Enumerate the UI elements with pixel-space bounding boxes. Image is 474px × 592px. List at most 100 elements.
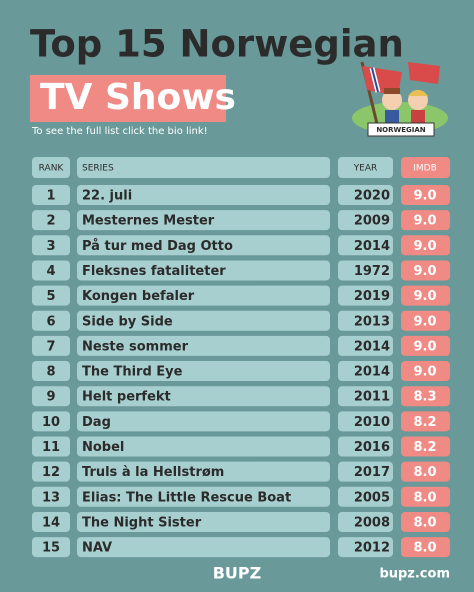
row-cell <box>77 461 330 482</box>
cell-text: 2012 <box>354 541 390 556</box>
row-cell <box>401 361 450 382</box>
row-cell <box>77 411 330 432</box>
cell-text: 9.0 <box>413 314 436 329</box>
row-cell <box>338 185 393 205</box>
row-cell <box>77 260 330 281</box>
row-cell <box>401 461 450 482</box>
row-cell <box>32 511 70 532</box>
row-cell <box>338 335 393 356</box>
cell-text: 9.0 <box>413 264 436 279</box>
header-cell <box>32 157 70 178</box>
cell-text: 8.0 <box>413 465 436 480</box>
row-cell <box>77 486 330 507</box>
header-cell <box>338 157 393 178</box>
cell-text: 2016 <box>354 440 390 455</box>
row-cell <box>338 361 393 382</box>
cell-text: 12 <box>42 465 60 480</box>
row-cell <box>77 235 330 256</box>
row-cell <box>338 285 393 306</box>
cell-text: 15 <box>42 541 60 556</box>
row-cell <box>32 537 70 558</box>
row-cell <box>401 210 450 231</box>
row-cell <box>338 537 393 558</box>
row-cell <box>401 537 450 558</box>
cell-text: 8.0 <box>413 541 436 556</box>
row-cell <box>338 436 393 457</box>
row-cell <box>32 486 70 507</box>
row-cell <box>32 386 70 407</box>
row-cell <box>77 537 330 558</box>
cell-text: 2019 <box>354 289 390 304</box>
cell-text: 2011 <box>354 390 390 405</box>
row-cell <box>401 310 450 331</box>
row-cell <box>32 361 70 382</box>
series-name: The Night Sister <box>82 515 202 530</box>
series-name: Fleksnes fataliteter <box>82 264 226 279</box>
cell-text: 2014 <box>354 365 390 380</box>
series-name: 22. juli <box>82 189 132 204</box>
row-cell <box>338 486 393 507</box>
row-cell <box>32 210 70 231</box>
highlight: TV Shows <box>40 77 236 118</box>
row-cell <box>401 285 450 306</box>
row-cell <box>338 386 393 407</box>
cell-text: 8.2 <box>413 415 436 430</box>
cell-text: 7 <box>46 339 55 354</box>
cell-text: 2020 <box>354 189 390 204</box>
column-header: SERIES <box>82 164 114 174</box>
cell-text: 11 <box>42 440 60 455</box>
cell-text: 9.0 <box>413 239 436 254</box>
cell-text: 8.0 <box>413 490 436 505</box>
row-cell <box>77 210 330 231</box>
column-header: IMDB <box>413 164 437 174</box>
row-cell <box>338 461 393 482</box>
cell-text: 3 <box>46 239 55 254</box>
cell-text: 9.0 <box>413 339 436 354</box>
cell-text: 9.0 <box>413 289 436 304</box>
row-cell <box>338 511 393 532</box>
series-name: Dag <box>82 415 111 430</box>
table: RANK SERIES YEAR IMDB 1 22. juli 2020 9.0 2 Meste… <box>32 157 450 558</box>
row-cell <box>32 436 70 457</box>
cell-text: 2008 <box>354 515 390 530</box>
row-cell <box>32 411 70 432</box>
row-cell <box>32 285 70 306</box>
series-name: The Third Eye <box>82 365 183 380</box>
series-name: Kongen befaler <box>82 289 195 304</box>
row-cell <box>32 260 70 281</box>
cell-text: 8.3 <box>413 390 436 405</box>
cell-text: 2014 <box>354 339 390 354</box>
cell-text: 2 <box>46 214 55 229</box>
cell-text: 2005 <box>354 490 390 505</box>
row-cell <box>77 310 330 331</box>
column-header: YEAR <box>353 164 378 174</box>
row-cell <box>401 511 450 532</box>
site: bupz.com <box>379 567 450 582</box>
row-cell <box>32 235 70 256</box>
brand: BUPZ <box>213 564 262 583</box>
cell-text: 9.0 <box>413 365 436 380</box>
row-cell <box>401 486 450 507</box>
row-cell <box>77 335 330 356</box>
row-cell <box>401 386 450 407</box>
cell-text: 2013 <box>354 314 390 329</box>
row-cell <box>77 511 330 532</box>
row-cell <box>401 335 450 356</box>
row-cell <box>338 235 393 256</box>
series-name: Neste sommer <box>82 339 189 354</box>
row-cell <box>401 411 450 432</box>
title: Top 15 Norwegian <box>30 23 404 66</box>
row-cell <box>77 386 330 407</box>
row-cell <box>338 310 393 331</box>
row-cell <box>77 436 330 457</box>
series-name: Mesternes Mester <box>82 214 215 229</box>
illustration <box>352 61 448 137</box>
badge: NORWEGIAN <box>376 126 425 134</box>
cell-text: 2010 <box>354 415 390 430</box>
row-cell <box>32 185 70 205</box>
series-name: Elias: The Little Rescue Boat <box>82 490 291 505</box>
row-cell <box>77 185 330 205</box>
cell-text: 4 <box>46 264 55 279</box>
row-cell <box>401 185 450 205</box>
row-cell <box>77 361 330 382</box>
